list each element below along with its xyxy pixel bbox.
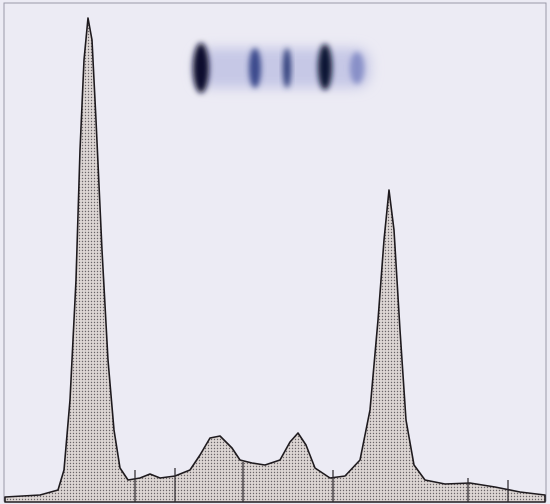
gel-lane [195,48,370,88]
gel-band [318,44,332,90]
gel-strip [193,43,370,93]
densitometry-figure [0,0,550,504]
gel-band [283,48,291,88]
gel-band [193,43,209,93]
gel-band [350,52,364,84]
page [0,0,550,504]
gel-band [249,48,261,88]
